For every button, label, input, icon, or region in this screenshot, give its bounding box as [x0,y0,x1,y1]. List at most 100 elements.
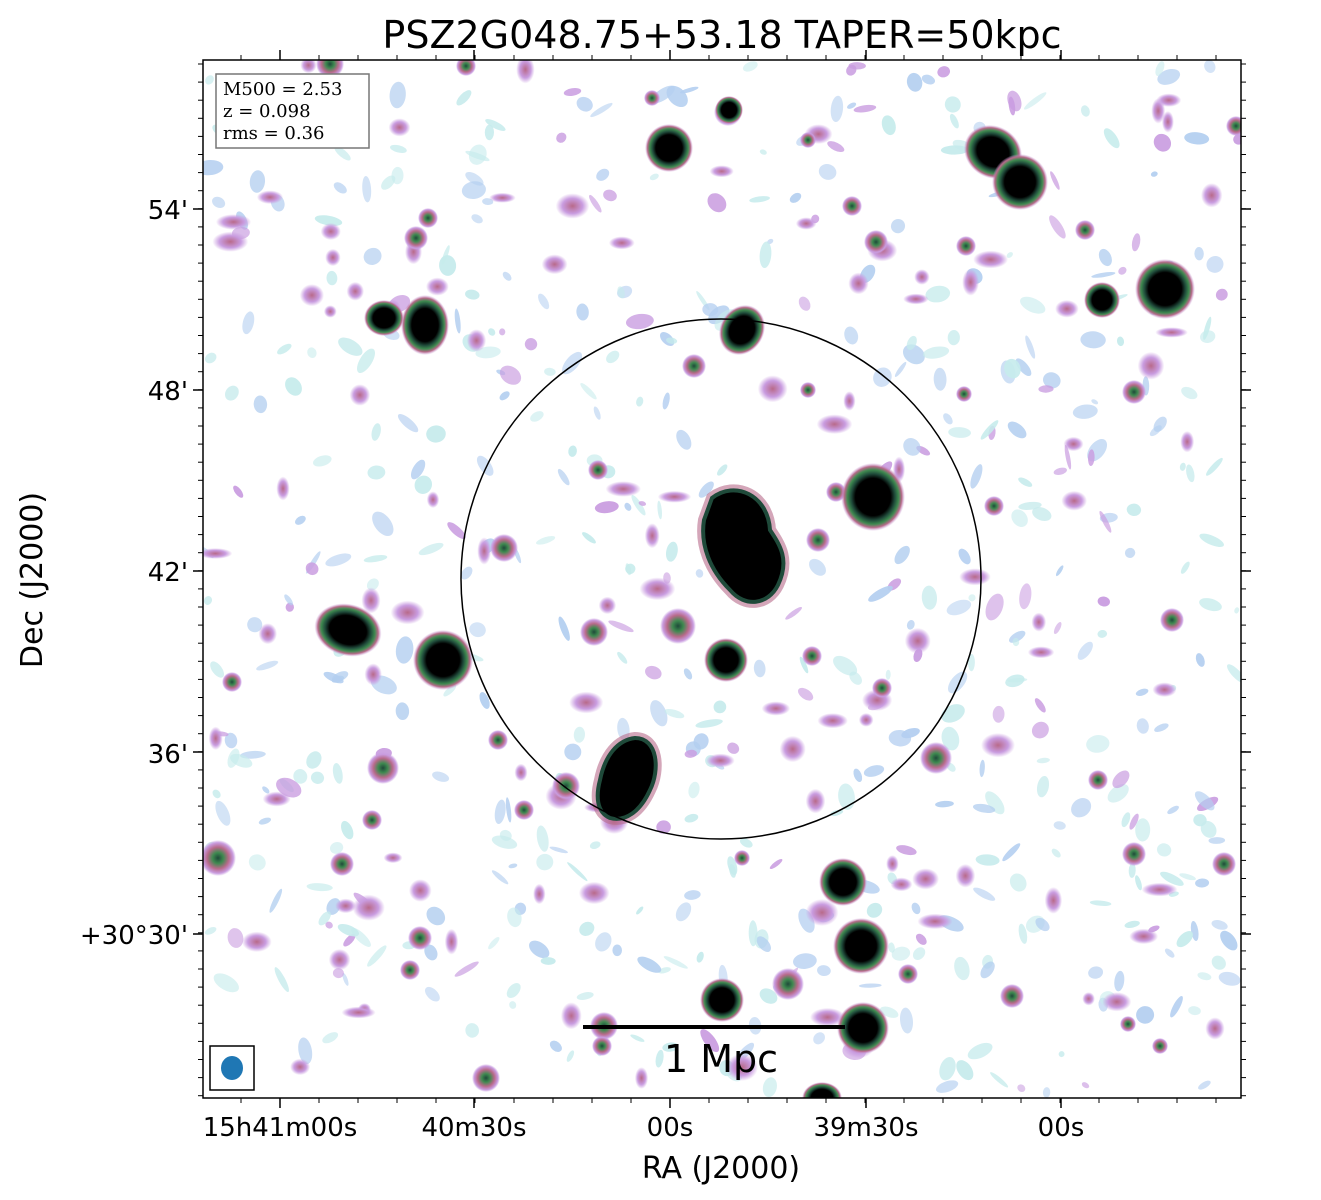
noise-blob [391,166,404,185]
noise-blob [881,115,896,136]
y-tick-labels: 54' 48' 42' 36' +30°30' [80,196,188,951]
noise-blob [508,863,518,869]
noise-blob [853,104,877,113]
diffuse-patch [810,1007,845,1027]
noise-blob [1199,533,1224,547]
faint-source [404,226,428,250]
diffuse-patch [477,537,492,565]
diffuse-patch [1082,992,1095,1006]
noise-blob [899,1007,914,1034]
noise-blob [318,911,331,926]
noise-blob [937,66,951,78]
diffuse-patch [388,118,411,137]
noise-blob [242,311,255,335]
noise-blob [1031,721,1049,739]
noise-blob [468,144,487,165]
noise-blob [284,594,293,606]
noise-blob [665,541,678,562]
diffuse-patch [1027,646,1055,659]
faint-source [872,678,892,698]
noise-blob [1194,247,1204,261]
bright-source [819,858,867,906]
noise-blob [454,308,461,334]
noise-blob [1087,449,1095,466]
noise-blob [1234,607,1240,614]
noise-blob [576,96,593,112]
noise-blob [1121,812,1131,828]
noise-blob [249,170,266,193]
noise-blob [657,967,671,974]
noise-blob [830,809,844,817]
faint-source [660,608,696,644]
bright-source [364,300,404,336]
noise-blob [579,921,595,937]
noise-blob [1009,873,1027,892]
noise-blob [549,1040,562,1052]
noise-blob [203,596,213,605]
noise-blob [759,241,772,269]
noise-blob [625,563,632,576]
diffuse-patch [858,713,874,727]
noise-blob [371,423,381,441]
noise-blob [476,455,494,476]
noise-blob [381,175,396,190]
diffuse-patch [208,726,223,750]
noise-blob [944,96,961,113]
noise-blob [948,427,971,438]
noise-blob [1017,1084,1026,1093]
noise-blob [424,944,438,961]
diffuse-patch [903,293,929,305]
noise-blob [853,768,863,782]
faint-source [418,208,438,228]
noise-blob [980,420,999,440]
diffuse-patch [817,713,848,729]
noise-blob [1206,255,1224,273]
noise-blob [896,845,917,856]
noise-blob [813,1032,825,1045]
noise-blob [465,289,480,300]
diffuse-patch [816,414,853,435]
noise-blob [891,946,911,961]
noise-blob [631,494,646,516]
diffuse-patch [843,391,856,411]
noise-blob [332,763,343,784]
noise-blob [1170,995,1183,1018]
diffuse-patch [346,281,364,301]
noise-blob [830,95,844,123]
y-tick-label: 48' [148,377,188,407]
noise-blob [590,102,613,118]
diffuse-patch [299,284,324,307]
noise-blob [789,192,802,203]
noise-blob [1124,547,1136,558]
noise-blob [1012,637,1020,647]
noise-blob [310,771,325,784]
noise-blob [557,468,570,486]
diffuse-patch [361,587,381,614]
noise-blob [306,883,333,892]
diffuse-patch [608,236,635,250]
diffuse-patch [1205,1017,1225,1040]
noise-blob [1124,920,1140,929]
noise-blob [912,947,926,960]
noise-blob [329,841,344,854]
noise-blob [334,146,351,161]
noise-blob [1007,677,1028,683]
noise-blob [662,1042,679,1052]
noise-blob [505,797,512,823]
diffuse-patch [761,701,791,716]
diffuse-patch [605,481,641,497]
diffuse-patch [1129,928,1159,945]
diffuse-patch [276,476,290,501]
noise-blob [589,194,602,213]
info-redshift: z = 0.098 [223,101,311,122]
diffuse-patch [779,735,806,763]
x-tick-label: 15h41m00s [203,1113,358,1143]
noise-blob [1042,1087,1051,1098]
noise-blob [617,286,625,299]
info-m500: M500 = 2.53 [223,79,342,100]
bright-source [718,304,766,356]
noise-blob [1091,399,1099,405]
noise-blob [650,700,668,727]
noise-blob [992,705,1005,723]
noise-blob [925,285,951,303]
